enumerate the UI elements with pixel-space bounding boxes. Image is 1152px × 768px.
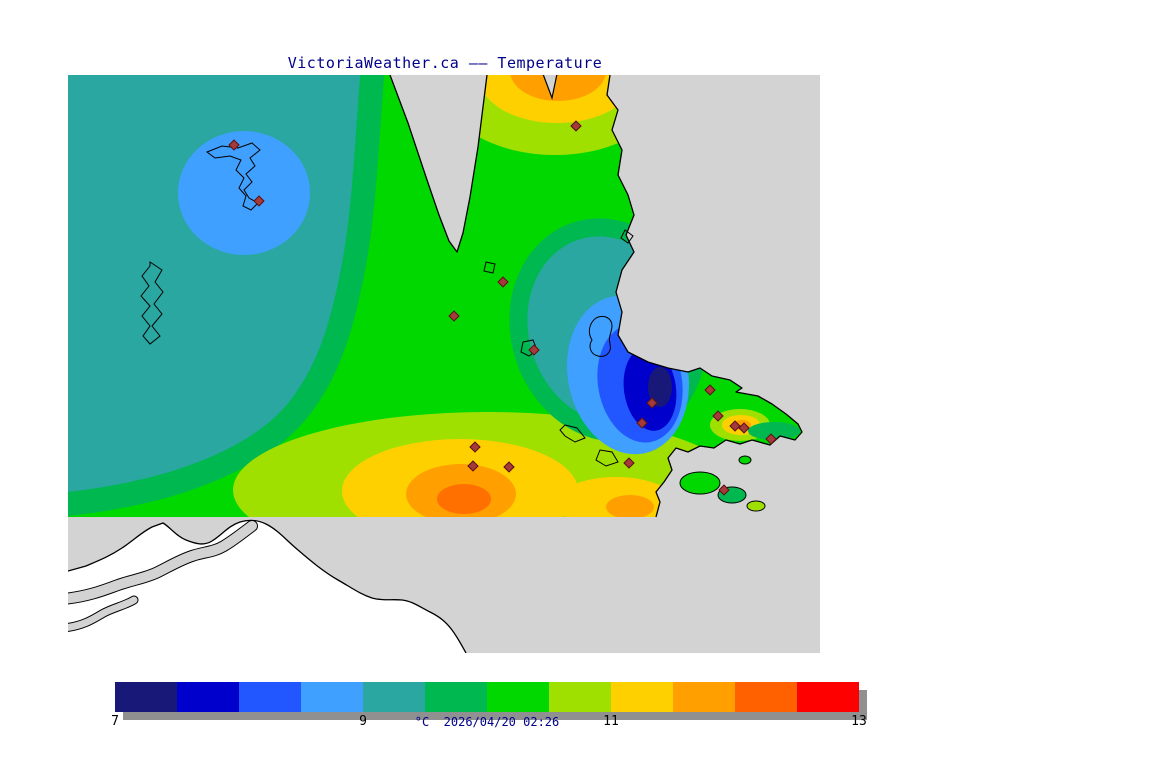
colorbar-segment [797,682,859,712]
landmass-south [68,520,466,653]
map-title: VictoriaWeather.ca —— Temperature [287,54,603,72]
warm-orange-north [510,75,606,101]
warm-orange-southeast [606,495,654,517]
island [746,500,766,512]
colorbar-segment [301,682,363,712]
colorbar-segment [177,682,239,712]
colorbar-caption: °C 2026/04/20 02:26 [414,715,560,729]
channel-water [68,596,138,631]
colorbar-tick-label: 13 [851,714,867,729]
warm-deep-orange-south [437,484,491,514]
colorbar-segment [363,682,425,712]
colorbar-segment [239,682,301,712]
colorbar-segment [487,682,549,712]
island [738,455,752,465]
lake-outline [620,229,634,244]
colorbar-segment [611,682,673,712]
north-notch [543,75,557,98]
dark-green-east-tip [748,422,800,440]
colorbar-segment [673,682,735,712]
colorbar-segment [735,682,797,712]
north-notch-outline [542,75,558,101]
landmass-south-coastline [68,519,467,653]
temperature-map [68,75,820,653]
lake-outline [140,261,164,345]
lake-outline [595,449,619,467]
islands-southeast [679,455,766,512]
lake-outline [559,424,586,443]
colorbar [115,682,859,712]
lake-outline [483,261,496,274]
colorbar-segment [549,682,611,712]
channel-water [68,521,257,604]
cold-pool-core [648,367,672,407]
colorbar-segment [115,682,177,712]
colorbar-tick-label: 11 [603,714,619,729]
coastline-inlet [389,75,488,253]
lake-outline [588,315,613,357]
temperature-field-svg [68,75,803,653]
island [679,471,721,495]
colorbar-tick-label: 9 [359,714,367,729]
temperature-field [68,75,802,517]
colorbar-tick-label: 7 [111,714,119,729]
colorbar-segment [425,682,487,712]
coastline-peninsula [606,75,803,518]
